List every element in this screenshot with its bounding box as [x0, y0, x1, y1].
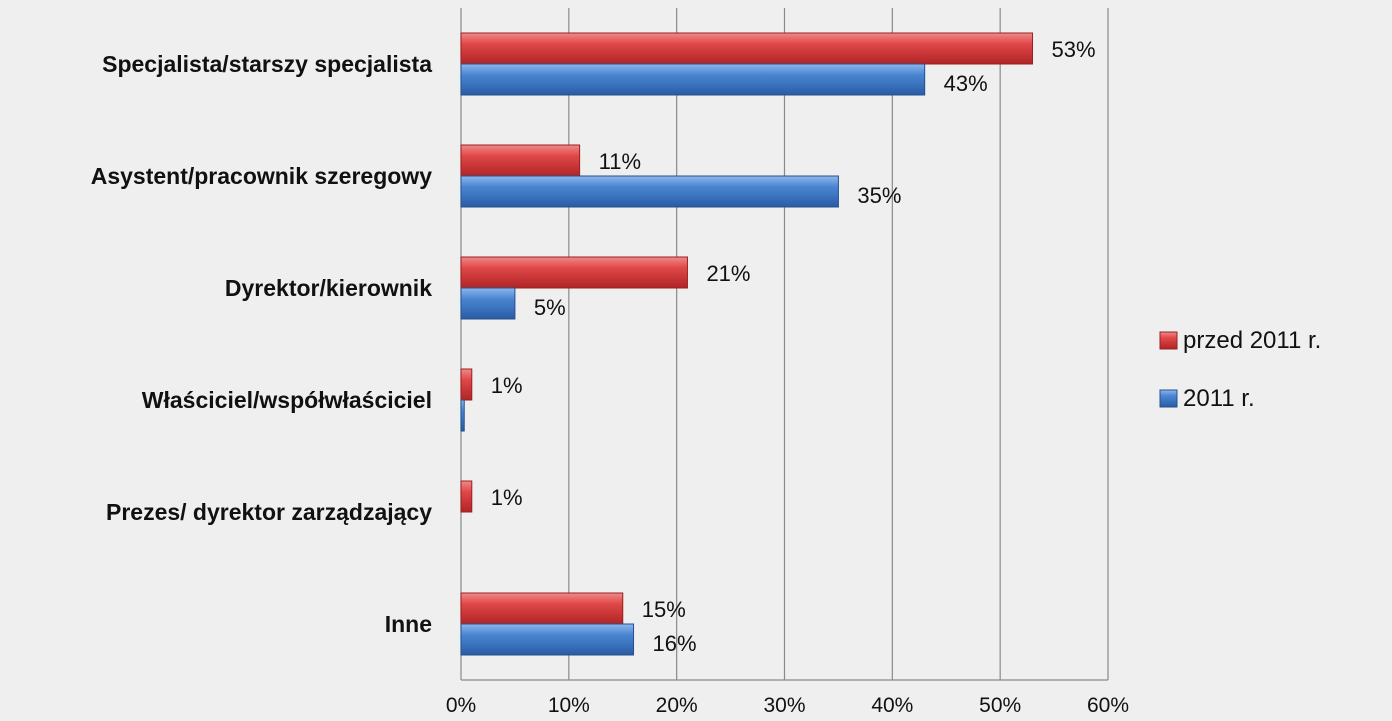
- legend: przed 2011 r. 2011 r.: [1159, 327, 1321, 412]
- bar-2011: [460, 287, 516, 320]
- bar-2011: [460, 623, 635, 656]
- category-label: Specjalista/starszy specjalista: [102, 51, 432, 77]
- category-label: Prezes/ dyrektor zarządzający: [106, 499, 432, 525]
- x-tick-label: 30%: [763, 694, 805, 717]
- bar-przed-2011: [460, 32, 1034, 65]
- bar-2011: [460, 63, 926, 96]
- legend-label: 2011 r.: [1183, 385, 1255, 412]
- category-label: Właściciel/współwłaściciel: [142, 387, 432, 413]
- bar-przed-2011: [460, 480, 473, 513]
- data-label: 1%: [491, 485, 523, 510]
- category-label: Asystent/pracownik szeregowy: [91, 163, 432, 189]
- data-label: 15%: [642, 597, 686, 622]
- data-label: 11%: [599, 149, 641, 174]
- data-label: 16%: [653, 631, 697, 656]
- bar-2011: [460, 399, 465, 432]
- bar-przed-2011: [460, 256, 688, 289]
- bar-przed-2011: [460, 368, 473, 401]
- bars: [460, 32, 1034, 656]
- category-label: Inne: [385, 611, 432, 637]
- data-label: 5%: [534, 295, 566, 320]
- data-label: 1%: [491, 373, 523, 398]
- bar-2011: [460, 175, 839, 208]
- x-tick-label: 50%: [979, 694, 1021, 717]
- data-label: 35%: [857, 183, 901, 208]
- x-tick-label: 0%: [446, 694, 476, 717]
- x-tick-label: 10%: [548, 694, 590, 717]
- data-label: 53%: [1052, 37, 1096, 62]
- legend-swatch: [1159, 331, 1178, 350]
- x-tick-label: 60%: [1087, 694, 1129, 717]
- x-tick-label: 20%: [656, 694, 698, 717]
- gridlines: [460, 8, 1109, 681]
- data-label: 21%: [706, 261, 750, 286]
- x-tick-label: 40%: [871, 694, 913, 717]
- bar-przed-2011: [460, 144, 581, 177]
- labels: 0% 10% 20% 30% 40% 50% 60% Specjalista/starszy …: [91, 37, 1129, 717]
- legend-label: przed 2011 r.: [1183, 327, 1321, 354]
- bar-przed-2011: [460, 592, 624, 625]
- category-label: Dyrektor/kierownik: [225, 275, 432, 301]
- data-label: 43%: [944, 71, 988, 96]
- legend-swatch: [1159, 389, 1178, 408]
